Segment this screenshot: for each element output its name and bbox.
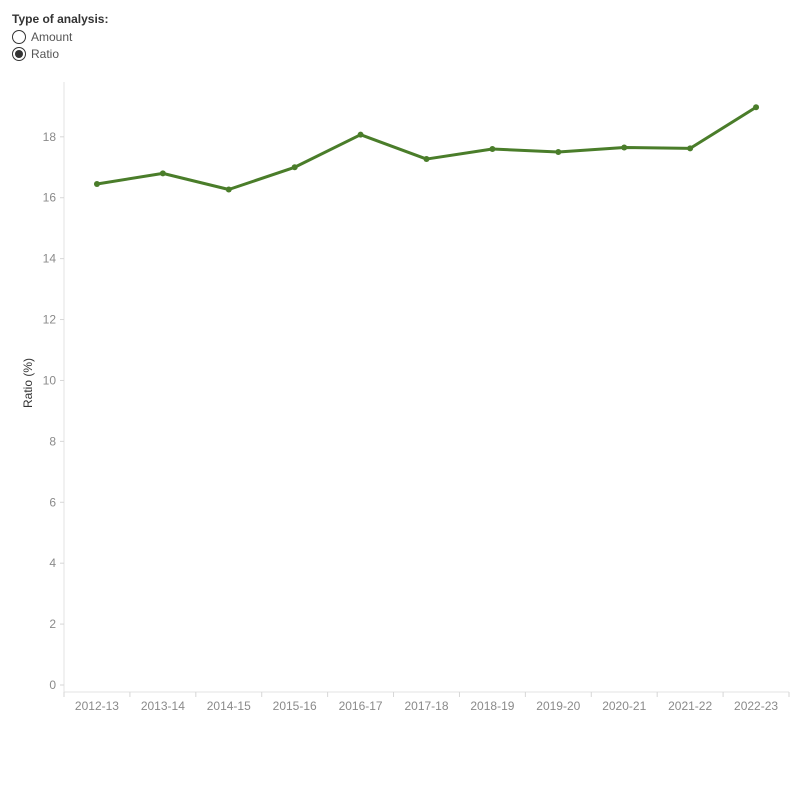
data-point: [159, 170, 166, 177]
x-tick-label: 2019-20: [536, 699, 580, 713]
analysis-type-title: Type of analysis:: [12, 12, 109, 26]
y-tick-label: 8: [49, 434, 56, 448]
chart-axes: 0 2 4 6 8 10 12 14 16 18 2012-13 2013-14 2014-15 2015…: [21, 82, 790, 713]
x-tick-label: 2015-16: [273, 699, 317, 713]
series-line: [95, 105, 758, 192]
plot-area: [93, 104, 760, 193]
x-tick-label: 2016-17: [339, 699, 383, 713]
y-tick-label: 6: [49, 495, 56, 509]
x-tick-label: 2012-13: [75, 699, 119, 713]
data-point: [753, 104, 760, 111]
y-tick-label: 10: [43, 373, 57, 387]
radio-option-ratio[interactable]: Ratio: [12, 45, 108, 62]
y-tick-label: 16: [43, 191, 57, 205]
data-point: [423, 156, 430, 163]
x-tick-label: 2020-21: [602, 699, 646, 713]
data-point: [489, 146, 496, 152]
analysis-type-control: Type of analysis: Amount Ratio: [12, 12, 108, 62]
radio-option-amount[interactable]: Amount: [12, 28, 108, 45]
data-point: [93, 181, 100, 188]
radio-label-ratio[interactable]: Ratio: [31, 46, 60, 61]
x-tick-label: 2014-15: [207, 699, 251, 713]
data-point: [357, 131, 364, 138]
y-tick-label: 0: [49, 678, 56, 692]
radio-button-icon[interactable]: [12, 29, 26, 44]
radio-dot-icon: [15, 49, 23, 58]
y-tick-label: 2: [49, 617, 56, 631]
data-point: [555, 149, 562, 156]
radio-label-amount[interactable]: Amount: [31, 29, 73, 44]
y-tick-label: 14: [43, 252, 57, 266]
y-tick-label: 12: [43, 313, 57, 327]
data-point: [225, 186, 232, 193]
radio-button-icon[interactable]: [12, 46, 26, 61]
y-tick-label: 18: [43, 130, 57, 144]
y-axis-title: Ratio (%): [21, 358, 35, 408]
data-point: [291, 164, 298, 171]
x-tick-label: 2021-22: [668, 699, 712, 713]
x-tick-label: 2017-18: [404, 699, 448, 713]
data-point: [687, 145, 694, 152]
data-point: [621, 144, 628, 151]
x-tick-label: 2022-23: [734, 699, 778, 713]
y-tick-label: 4: [49, 556, 56, 570]
x-tick-label: 2013-14: [141, 699, 185, 713]
x-tick-label: 2018-19: [470, 699, 514, 713]
